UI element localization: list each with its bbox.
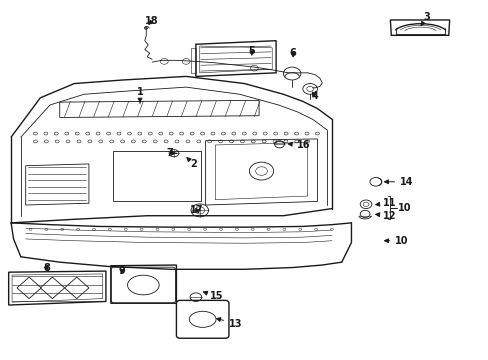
Text: 7: 7 bbox=[166, 148, 176, 158]
Text: 8: 8 bbox=[43, 262, 50, 273]
Text: 4: 4 bbox=[311, 91, 318, 101]
Text: 9: 9 bbox=[118, 266, 124, 276]
Text: 11: 11 bbox=[375, 198, 396, 208]
Text: 16: 16 bbox=[287, 140, 310, 150]
Text: 1: 1 bbox=[136, 87, 143, 103]
Text: 13: 13 bbox=[216, 318, 242, 329]
Text: 12: 12 bbox=[375, 211, 396, 221]
Text: 18: 18 bbox=[145, 16, 159, 26]
Text: 6: 6 bbox=[289, 48, 296, 58]
Text: 10: 10 bbox=[384, 236, 408, 246]
Text: 14: 14 bbox=[384, 177, 413, 187]
Text: 3: 3 bbox=[420, 13, 429, 26]
Text: 10: 10 bbox=[397, 203, 410, 212]
Text: 5: 5 bbox=[248, 46, 255, 57]
Text: 15: 15 bbox=[203, 291, 223, 301]
Text: 2: 2 bbox=[186, 157, 196, 169]
Text: 17: 17 bbox=[190, 205, 203, 215]
